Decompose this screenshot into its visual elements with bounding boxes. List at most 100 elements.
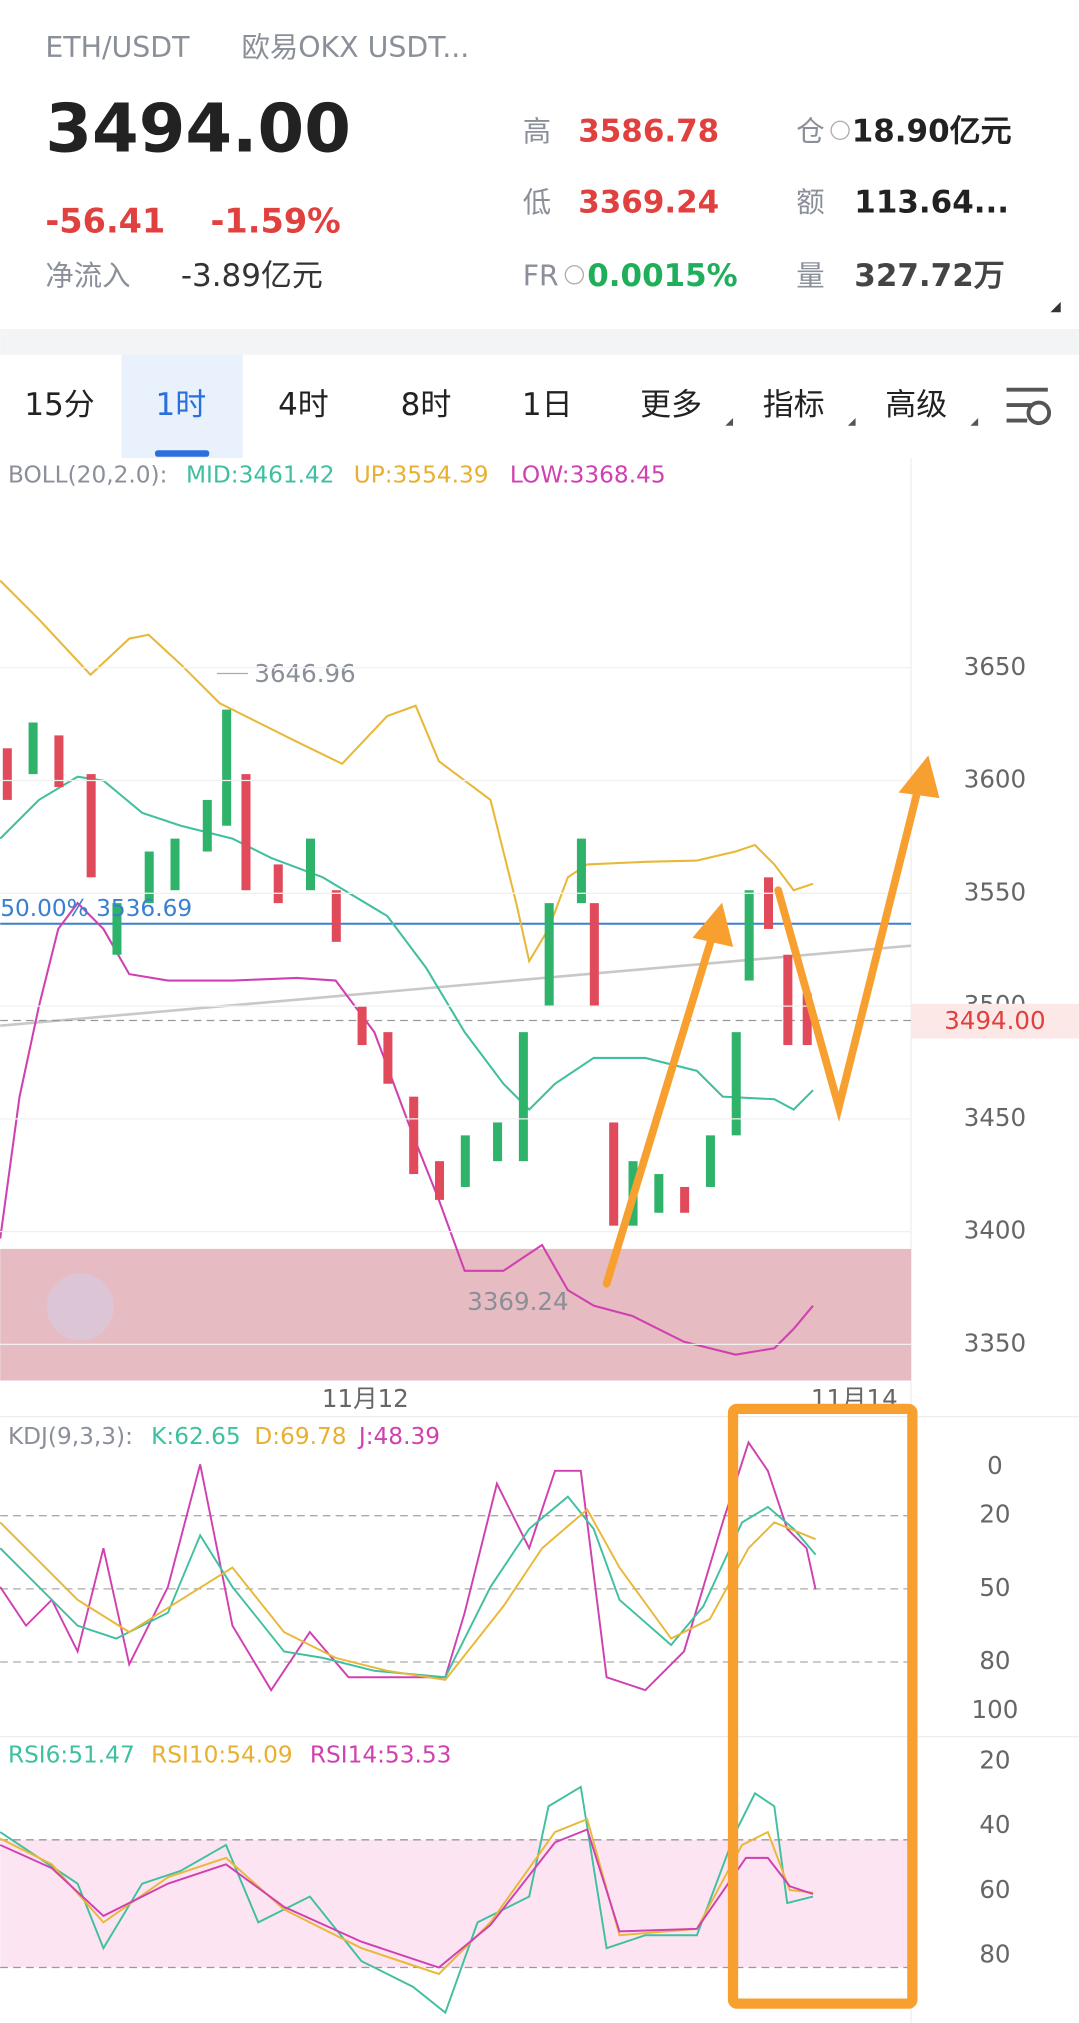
candle	[731, 1032, 741, 1136]
candle	[609, 1122, 619, 1226]
candle	[331, 890, 341, 942]
candle	[383, 1032, 393, 1084]
amount-label: 额	[796, 186, 824, 219]
tab[interactable]: 1日	[522, 387, 573, 423]
candle	[241, 774, 251, 891]
net-inflow: -3.89亿元	[181, 258, 323, 294]
y-tick-label: 0	[987, 1451, 1003, 1480]
y-tick-label: 3350	[964, 1328, 1026, 1357]
y-tick-label: 3450	[964, 1103, 1026, 1132]
candle	[744, 890, 754, 981]
candle	[576, 838, 586, 904]
oi-label: 仓	[796, 115, 824, 148]
rsi6-line	[0, 1785, 814, 2015]
low-label: 低	[523, 186, 551, 219]
candle	[170, 838, 180, 891]
y-tick-label: 50	[979, 1573, 1010, 1602]
rsi10-line	[0, 1817, 814, 1976]
fr: 0.0015%	[587, 258, 737, 294]
rsi-band	[0, 1839, 912, 1968]
candle	[144, 851, 154, 904]
pair[interactable]: ETH/USDT	[45, 31, 190, 64]
boll-label: BOLL(20,2.0):	[8, 462, 167, 489]
y-axis: 100 80 50 20 0	[0, 1451, 1018, 1724]
candle	[460, 1135, 470, 1187]
amount: 113.64...	[854, 184, 1009, 220]
candle	[705, 1135, 715, 1187]
min-label: 3369.24	[467, 1287, 568, 1316]
kdj-label: KDJ(9,3,3):	[8, 1423, 133, 1450]
candle	[493, 1122, 503, 1162]
fib-label: 50.00% 3536.69	[0, 895, 192, 922]
rsi14: RSI14:53.53	[310, 1741, 452, 1768]
settings-icon[interactable]	[1006, 387, 1052, 426]
candle	[305, 838, 316, 891]
dropdown-marker	[847, 418, 856, 426]
support-zone	[0, 1248, 912, 1381]
candle	[544, 903, 554, 1007]
y-tick-label: 3600	[964, 765, 1026, 794]
fr-label: FR	[523, 259, 559, 292]
y-tick-label: 3400	[964, 1216, 1026, 1245]
tab[interactable]: 4时	[278, 387, 329, 423]
boll-mid: MID:3461.42	[186, 462, 335, 489]
y-tick-label: 20	[979, 1500, 1010, 1529]
candle	[763, 877, 774, 929]
y-tick-label: 60	[979, 1875, 1010, 1904]
candle	[409, 1096, 419, 1175]
boll-mid-band	[0, 775, 814, 1112]
high: 3586.78	[578, 113, 719, 149]
expand-corner[interactable]	[1050, 301, 1061, 313]
candle	[54, 735, 64, 788]
candle	[434, 1161, 445, 1200]
change-pct: -1.59%	[211, 202, 341, 241]
tab-underline	[155, 450, 210, 457]
price: 3494.00	[45, 89, 351, 167]
tab[interactable]: 15分	[24, 387, 94, 423]
tab[interactable]: 高级	[885, 387, 947, 423]
tab[interactable]: 更多	[640, 387, 702, 423]
highlight-box	[727, 1403, 918, 2009]
kdj-k-line	[0, 1495, 817, 1679]
separator	[0, 328, 1079, 355]
candle	[518, 1032, 528, 1162]
current-price: 3494.00	[944, 1006, 1045, 1035]
info-icon[interactable]	[830, 120, 850, 140]
kdj-d: D:69.78	[254, 1423, 346, 1450]
info-icon[interactable]	[564, 265, 585, 285]
volume: 327.72万	[854, 258, 1004, 294]
candle	[654, 1174, 664, 1213]
kdj-j-line	[0, 1440, 817, 1692]
exchange[interactable]: 欧易OKX USDT...	[241, 31, 469, 64]
dropdown-marker	[725, 418, 734, 426]
low: 3369.24	[578, 184, 719, 220]
y-tick-label: 3550	[964, 877, 1026, 906]
rsi6: RSI6:51.47	[8, 1741, 135, 1768]
candle	[783, 954, 793, 1046]
candle	[273, 864, 283, 904]
candle	[680, 1186, 690, 1213]
candle	[2, 748, 12, 800]
fullscreen-button[interactable]	[46, 1273, 114, 1341]
candle	[202, 799, 212, 852]
boll-up: UP:3554.39	[354, 462, 489, 489]
candle	[28, 722, 38, 775]
annotation-arrows	[602, 755, 940, 1288]
candle	[112, 903, 122, 955]
net-inflow-label: 净流入	[45, 259, 130, 292]
tab-bar: 15分 1时 4时 8时 1日 更多 指标 高级	[24, 387, 979, 426]
candle	[589, 903, 599, 1007]
price-tag	[911, 1003, 1079, 1039]
kdj-k: K:62.65	[151, 1423, 241, 1450]
tab[interactable]: 8时	[401, 387, 452, 423]
y-tick-label: 80	[979, 1939, 1010, 1968]
candle	[86, 774, 96, 878]
tab[interactable]: 1时	[156, 387, 207, 423]
candle	[357, 1006, 367, 1046]
high-label: 高	[523, 115, 551, 148]
y-axis: 80 60 40 20	[979, 1746, 1010, 1969]
change: -56.41	[45, 202, 165, 241]
candle	[222, 709, 232, 826]
tab[interactable]: 指标	[763, 387, 825, 423]
kdj-d-line	[0, 1508, 816, 1681]
